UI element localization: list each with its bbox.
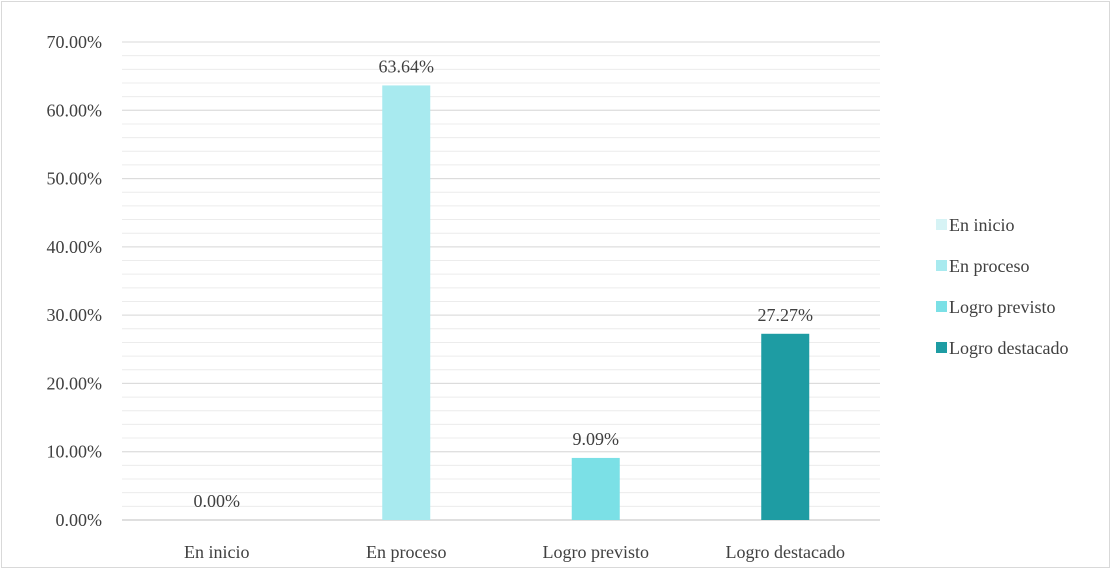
legend-label: En inicio — [949, 215, 1015, 235]
data-label: 9.09% — [573, 429, 620, 449]
x-tick-label: En proceso — [366, 542, 446, 562]
bar-logro-previsto — [571, 457, 620, 520]
x-tick-label: Logro previsto — [543, 542, 649, 562]
y-tick-label: 20.00% — [47, 373, 103, 393]
data-label: 0.00% — [194, 491, 241, 511]
y-tick-label: 50.00% — [47, 169, 103, 189]
legend-swatch — [936, 342, 947, 353]
y-tick-label: 40.00% — [47, 237, 103, 257]
data-label: 63.64% — [379, 56, 435, 76]
y-tick-label: 70.00% — [47, 32, 103, 52]
y-tick-label: 60.00% — [47, 100, 103, 120]
y-tick-label: 30.00% — [47, 305, 103, 325]
legend-label: Logro previsto — [949, 297, 1055, 317]
legend-label: Logro destacado — [949, 338, 1068, 358]
bar-logro-destacado — [761, 333, 810, 520]
y-tick-label: 10.00% — [47, 442, 103, 462]
x-tick-label: Logro destacado — [726, 542, 845, 562]
legend-swatch — [936, 219, 947, 230]
data-label: 27.27% — [758, 305, 814, 325]
bar-en-proceso — [382, 85, 431, 520]
legend-swatch — [936, 301, 947, 312]
legend-swatch — [936, 260, 947, 271]
x-tick-label: En inicio — [184, 542, 250, 562]
y-tick-label: 0.00% — [56, 510, 103, 530]
legend-label: En proceso — [949, 256, 1029, 276]
